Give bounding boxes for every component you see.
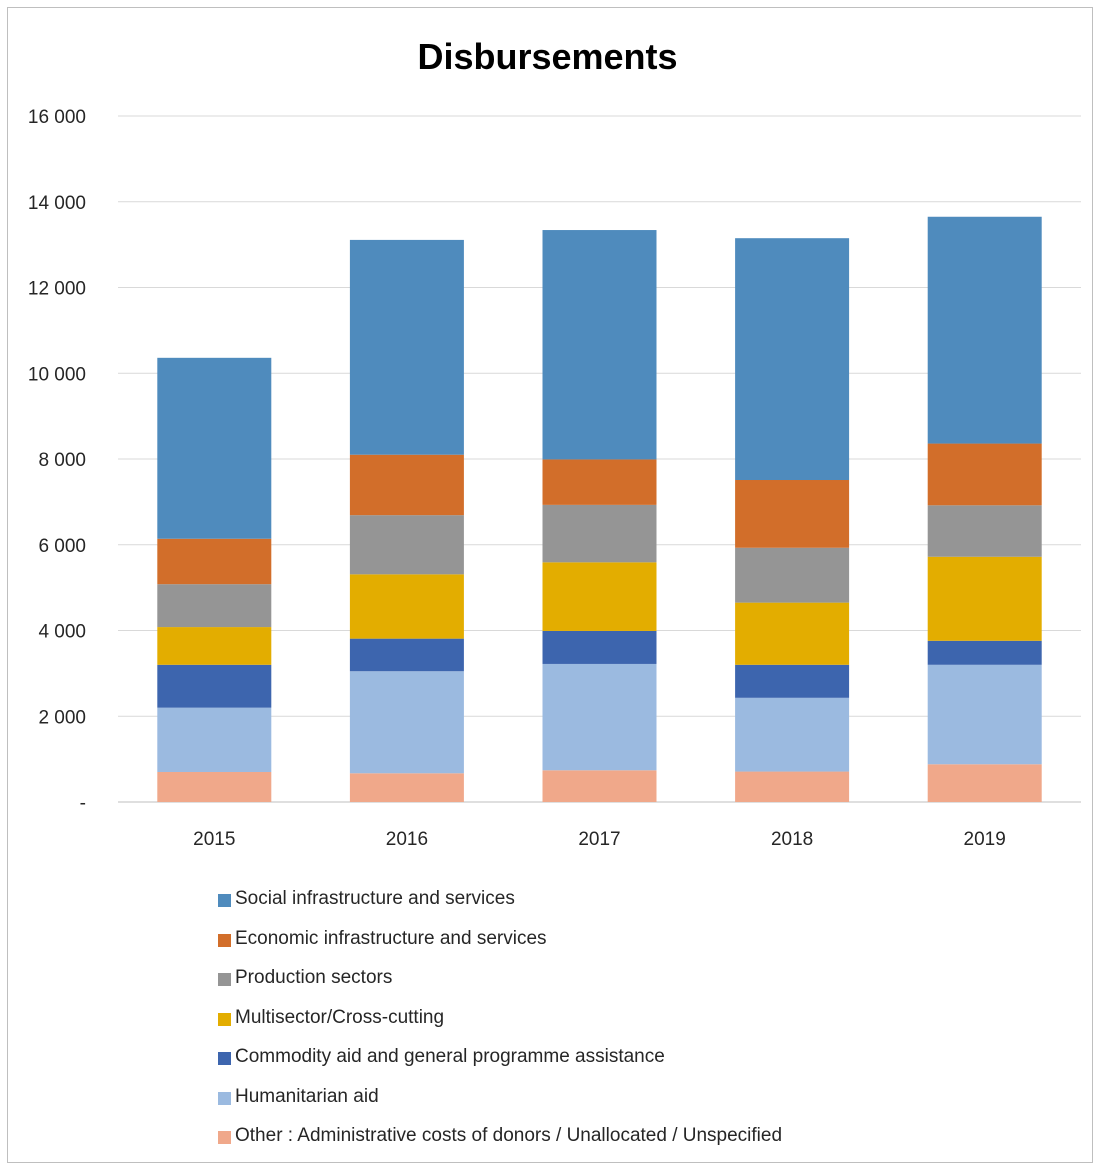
bar-segment [542,504,657,563]
x-tick-label: 2018 [771,829,813,850]
bar-segment [349,773,464,802]
bar-segment [927,640,1042,665]
bar-segment [542,459,657,505]
bar-segment [927,505,1042,557]
bar-segment [927,556,1042,641]
bar-segment [349,574,464,639]
y-tick-label: - [80,793,86,814]
legend-label: Economic infrastructure and services [235,927,547,949]
y-tick-label: 2 000 [38,707,86,728]
legend-label: Multisector/Cross-cutting [235,1006,445,1028]
bar-segment [349,671,464,774]
bar-segment [157,771,272,802]
bar-segment [927,764,1042,802]
bar-segment [157,627,272,665]
x-tick-label: 2019 [964,829,1006,850]
legend-label: Other : Administrative costs of donors /… [235,1125,783,1146]
legend-swatch [218,894,231,907]
bar-segment [542,562,657,631]
bar-segment [542,230,657,460]
bar-segment [735,238,850,481]
legend-swatch [218,1052,231,1065]
x-tick-label: 2015 [193,829,235,850]
legend-label: Production sectors [235,967,393,988]
plot-area: - 2 000 4 000 6 000 8 000 10 000 12 000 14 000 1… [28,107,1081,850]
y-tick-label: 14 000 [28,193,86,214]
bar-segment [157,707,272,772]
x-tick-label: 2016 [386,829,428,850]
bar-segment [157,664,272,708]
y-tick-label: 4 000 [38,622,86,643]
x-tick-label: 2017 [578,829,620,850]
bar-segment [349,515,464,575]
bar-segment [157,584,272,628]
legend-label: Humanitarian aid [235,1085,379,1107]
y-tick-label: 8 000 [38,450,86,471]
legend-swatch [218,933,231,947]
bar-segment [735,771,850,802]
bar-segment [927,443,1042,506]
bar-segment [157,357,272,539]
bar-segment [542,630,657,664]
bar-segment [735,480,850,548]
y-tick-label: 16 000 [28,107,86,128]
legend-swatch [218,1091,231,1105]
legend-swatch [218,1131,231,1144]
bar-segment [349,239,464,455]
bar-segment [735,697,850,772]
y-tick-label: 12 000 [28,279,86,300]
bar-segment [927,216,1042,444]
legend-label: Social infrastructure and services [235,888,515,909]
bar-segment [542,770,657,802]
bar-segment [542,663,657,771]
y-tick-label: 10 000 [28,364,86,385]
bar-segment [349,638,464,672]
bar-segment [349,454,464,516]
legend-swatch [218,973,231,986]
legend-swatch [218,1012,231,1026]
bar-segment [157,538,272,585]
bar-segment [927,664,1042,765]
chart-title: Disbursements [417,36,678,77]
bar-segment [735,547,850,603]
y-tick-label: 6 000 [38,536,86,557]
bar-segment [735,664,850,698]
chart-area [7,7,1093,1163]
bar-segment [735,602,850,665]
legend-label: Commodity aid and general programme assi… [235,1046,665,1067]
